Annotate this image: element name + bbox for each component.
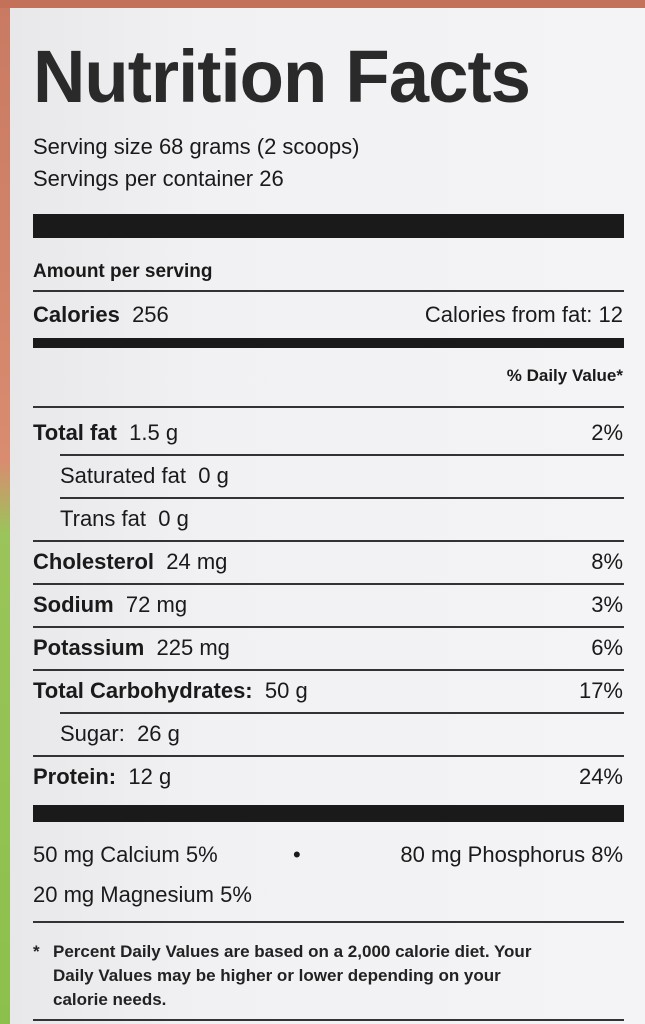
footnote-line: calorie needs. — [53, 990, 167, 1009]
nutrient-amount: 12 g — [128, 764, 172, 789]
nutrient-label: Total Carbohydrates: — [33, 678, 253, 703]
nutrient-amount: 1.5 g — [129, 420, 179, 445]
divider — [33, 406, 624, 408]
daily-value-header: % Daily Value* — [506, 366, 623, 385]
serving-size: Serving size 68 grams (2 scoops) — [33, 134, 360, 159]
nutrient-daily-value: 17% — [578, 678, 623, 703]
divider — [33, 755, 624, 757]
mineral-magnesium: 20 mg Magnesium 5% — [33, 882, 252, 907]
amount-per-serving: Amount per serving — [33, 261, 213, 282]
footnote-star: * — [33, 942, 40, 961]
mineral-calcium: 50 mg Calcium 5% — [33, 842, 218, 867]
nutrient-amount: 50 g — [264, 678, 308, 703]
footnote-line: Percent Daily Values are based on a 2,00… — [53, 942, 532, 961]
nutrient-amount: 72 mg — [125, 592, 188, 617]
footnote-line: Daily Values may be higher or lower depe… — [53, 966, 501, 985]
nutrition-label — [10, 8, 645, 1024]
nutrient-amount: 26 g — [137, 721, 180, 746]
nutrient-label: Protein: — [33, 764, 117, 789]
divider — [33, 583, 624, 585]
nutrient-label: Sodium — [33, 592, 114, 617]
nutrient-label: Potassium — [33, 635, 145, 660]
calories-from-fat: Calories from fat: 12 — [424, 302, 623, 327]
divider — [33, 669, 624, 671]
nutrient-label: Cholesterol — [33, 549, 155, 574]
footnote: * Percent Daily Values are based on a 2,… — [33, 940, 531, 1012]
divider — [33, 540, 624, 542]
nutrient-amount: 24 mg — [166, 549, 228, 574]
divider-medium — [33, 338, 624, 348]
mineral-phosphorus: 80 mg Phosphorus 8% — [400, 842, 623, 867]
divider — [60, 712, 624, 714]
divider-thick — [33, 214, 624, 238]
divider-thick — [33, 805, 624, 822]
nutrient-label: Sugar: — [60, 721, 125, 746]
background-top — [0, 0, 645, 8]
calories-value: 256 — [132, 302, 169, 327]
nutrient-label: Trans fat — [60, 506, 146, 531]
nutrient-daily-value: 8% — [591, 549, 623, 574]
nutrient-daily-value: 3% — [591, 592, 623, 617]
nutrient-daily-value: 24% — [578, 764, 623, 789]
servings-per-container: Servings per container 26 — [33, 166, 284, 191]
divider — [33, 626, 624, 628]
nutrient-daily-value: 6% — [591, 635, 623, 660]
divider — [33, 1019, 624, 1021]
mineral-bullet: • — [293, 842, 301, 867]
nutrient-amount: 0 g — [158, 506, 189, 531]
nutrient-daily-value: 2% — [591, 420, 623, 445]
nutrient-amount: 225 mg — [156, 635, 230, 660]
nutrient-amount: 0 g — [198, 463, 229, 488]
calories-label: Calories — [33, 302, 120, 327]
divider — [60, 454, 624, 456]
divider — [33, 921, 624, 923]
nutrient-label: Saturated fat — [60, 463, 186, 488]
nutrient-label: Total fat — [33, 420, 117, 445]
divider — [33, 290, 624, 292]
label-title: Nutrition Facts — [33, 35, 531, 118]
divider — [60, 497, 624, 499]
